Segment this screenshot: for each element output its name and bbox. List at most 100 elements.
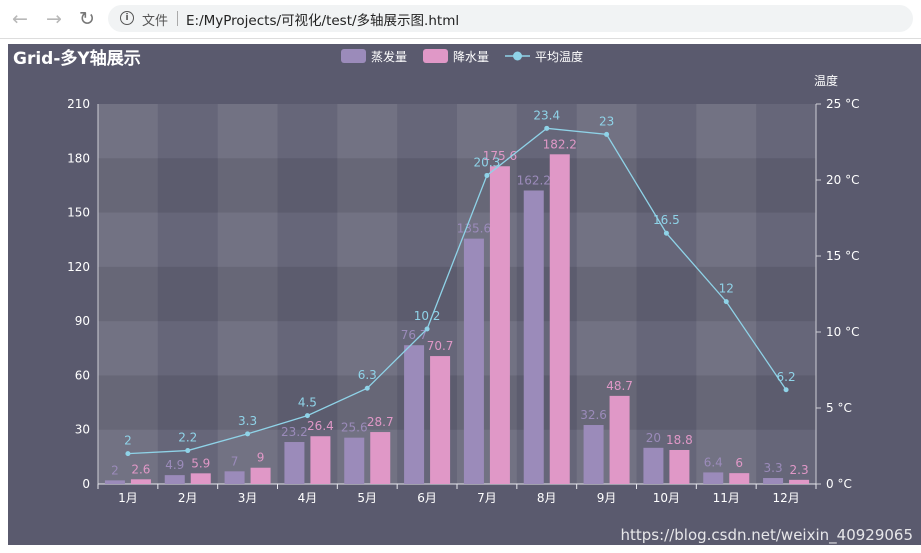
- temperature-point: [364, 385, 370, 391]
- grid-band: [98, 104, 158, 484]
- y-right-tick-label: 10 °C: [826, 325, 859, 339]
- temperature-point: [604, 131, 610, 137]
- bar-data-label: 182.2: [543, 137, 577, 151]
- temperature-point: [185, 448, 191, 454]
- grid-band: [696, 104, 757, 484]
- grid-band: [157, 104, 218, 484]
- url-text[interactable]: E:/MyProjects/可视化/test/多轴展示图.html: [186, 13, 460, 29]
- y-left-tick-label: 150: [67, 206, 90, 220]
- grid-row-band: [98, 375, 816, 430]
- legend-marker: [513, 51, 522, 61]
- x-tick-label: 3月: [238, 491, 258, 505]
- x-tick-label: 1月: [118, 491, 138, 505]
- bar-evaporation: [643, 447, 664, 484]
- bar-evaporation: [344, 437, 365, 484]
- x-tick-label: 12月: [772, 491, 799, 505]
- legend-label: 蒸发量: [371, 49, 407, 64]
- grid-band: [636, 104, 697, 484]
- temperature-data-label: 3.3: [238, 414, 257, 428]
- temperature-line: [127, 127, 787, 455]
- temperature-data-label: 12: [719, 282, 734, 296]
- temperature-data-label: 10.2: [414, 309, 441, 323]
- info-circle-icon[interactable]: i: [120, 11, 134, 25]
- address-bar[interactable]: i 文件 E:/MyProjects/可视化/test/多轴展示图.html: [108, 5, 913, 32]
- legend-label: 降水量: [453, 50, 489, 64]
- y-left-tick-label: 210: [67, 97, 90, 111]
- bar-evaporation: [763, 478, 784, 484]
- watermark: https://blog.csdn.net/weixin_40929065: [620, 526, 913, 544]
- temperature-data-label: 20.3: [474, 155, 501, 169]
- bar-data-label: 135.6: [457, 222, 491, 236]
- temperature-point: [245, 431, 251, 437]
- legend-marker: [341, 49, 366, 63]
- bar-evaporation: [284, 442, 305, 484]
- x-tick-label: 11月: [713, 491, 740, 505]
- x-tick-label: 5月: [357, 491, 377, 505]
- bar-data-label: 23.2: [281, 425, 308, 439]
- y-right-tick-label: 0 °C: [826, 477, 852, 491]
- y-right-tick-label: 25 °C: [826, 97, 859, 111]
- legend-label: 平均温度: [535, 49, 583, 64]
- bar-precipitation: [489, 166, 510, 484]
- temperature-data-label: 16.5: [653, 213, 680, 227]
- bar-data-label: 7: [231, 454, 239, 468]
- temperature-data-label: 4.5: [298, 396, 317, 410]
- bar-data-label: 26.4: [307, 419, 334, 433]
- grid-row-band: [98, 266, 816, 322]
- y-left-tick-label: 30: [75, 423, 90, 437]
- forward-button[interactable]: →: [46, 8, 62, 30]
- grid-row-band: [98, 104, 816, 158]
- x-tick-label: 10月: [653, 491, 680, 505]
- bar-evaporation: [404, 345, 425, 484]
- bar-precipitation: [190, 473, 211, 484]
- x-tick-label: 2月: [178, 491, 198, 505]
- bar-precipitation: [250, 467, 271, 484]
- file-label: 文件: [142, 14, 169, 29]
- bar-data-label: 76.7: [401, 328, 428, 342]
- y-left-tick-label: 90: [75, 314, 90, 328]
- bar-evaporation: [224, 471, 245, 484]
- y-right-tick-label: 20 °C: [826, 173, 859, 187]
- bar-data-label: 2: [111, 463, 119, 477]
- bar-data-label: 2.3: [790, 463, 809, 477]
- temperature-point: [544, 125, 550, 131]
- temperature-data-label: 23.4: [533, 108, 560, 122]
- bar-data-label: 9: [257, 451, 265, 465]
- bar-data-label: 6.4: [704, 455, 723, 469]
- bar-evaporation: [583, 425, 604, 484]
- bar-data-label: 32.6: [580, 408, 607, 422]
- bar-precipitation: [549, 154, 570, 485]
- temperature-data-label: 6.3: [358, 368, 377, 382]
- bar-data-label: 4.9: [165, 458, 184, 472]
- x-tick-label: 9月: [597, 491, 617, 505]
- bar-data-label: 6: [735, 456, 743, 470]
- bar-precipitation: [130, 479, 151, 484]
- chart-container: 0 30 60 90 120 150 180 210 0 °C 5 °C 10 °C 15 °C 20 …: [8, 44, 921, 545]
- grid-band: [756, 104, 816, 484]
- grid-row-band: [98, 158, 816, 213]
- bar-precipitation: [430, 356, 451, 484]
- temperature-point: [484, 172, 490, 178]
- bar-data-label: 162.2: [517, 173, 551, 187]
- bar-precipitation: [310, 436, 331, 484]
- back-button[interactable]: ←: [12, 8, 28, 30]
- bar-data-label: 25.6: [341, 421, 368, 435]
- chart-title: Grid-多Y轴展示: [13, 48, 141, 69]
- y-left-tick-label: 120: [67, 260, 90, 274]
- grid-band: [277, 104, 338, 484]
- bar-evaporation: [164, 475, 185, 484]
- y-right-tick-label: 5 °C: [826, 401, 852, 415]
- address-divider: [177, 11, 178, 26]
- bar-data-label: 18.8: [666, 433, 693, 447]
- bar-data-label: 20: [646, 431, 661, 445]
- y-right-tick-label: 15 °C: [826, 249, 859, 263]
- reload-icon[interactable]: ↻: [79, 8, 95, 30]
- x-tick-label: 4月: [298, 491, 318, 505]
- temperature-point: [304, 413, 310, 419]
- temperature-point: [125, 451, 131, 457]
- y-left-tick-label: 0: [82, 477, 90, 491]
- browser-toolbar: ← → ↻ i 文件 E:/MyProjects/可视化/test/多轴展示图.…: [0, 0, 921, 39]
- legend-marker: [423, 49, 448, 63]
- temperature-point: [783, 387, 789, 393]
- x-tick-label: 7月: [477, 491, 497, 505]
